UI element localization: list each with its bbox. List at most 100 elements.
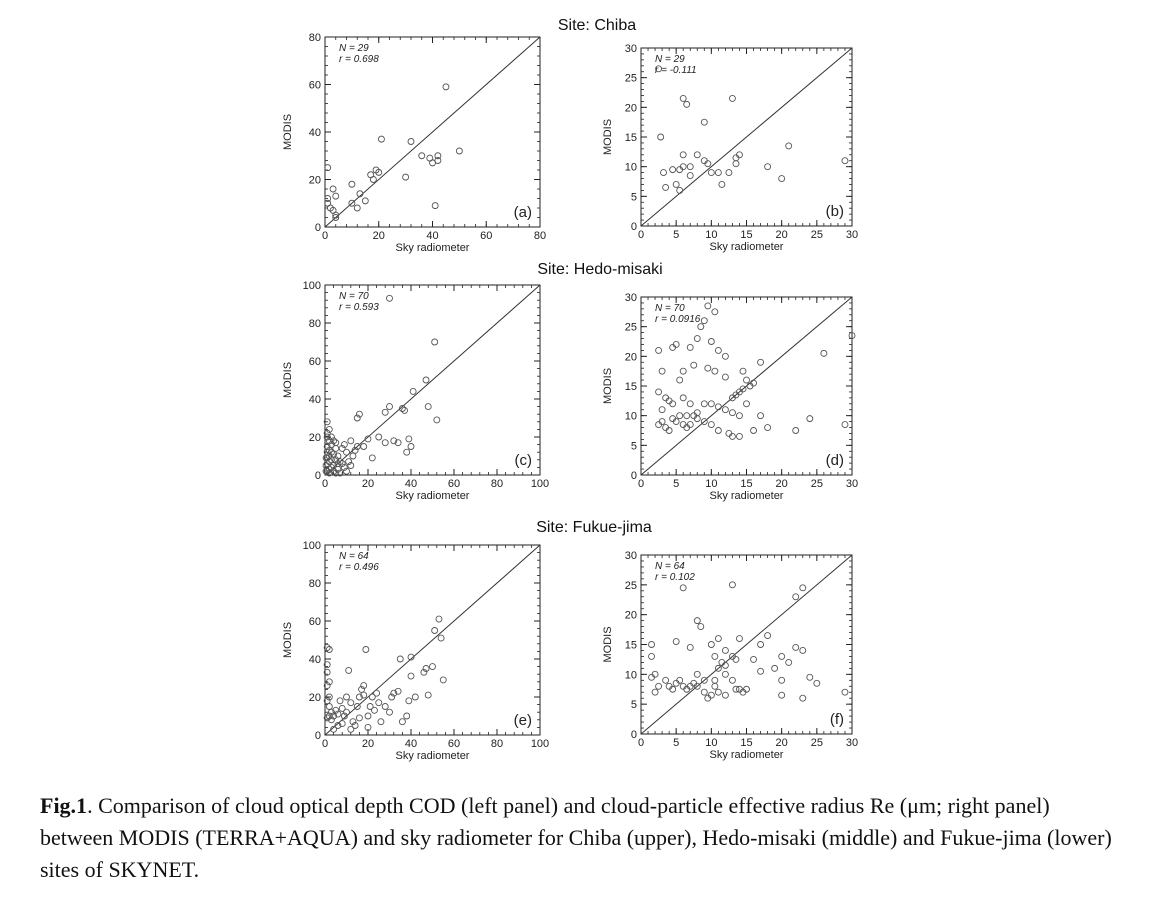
y-tick-label: 30	[625, 43, 637, 55]
data-point	[693, 670, 701, 678]
data-point	[433, 416, 441, 424]
data-point	[669, 166, 677, 174]
data-point	[360, 682, 368, 690]
x-tick-label: 20	[362, 738, 374, 750]
y-tick-label: 80	[309, 578, 321, 590]
data-point	[736, 412, 743, 420]
y-tick-label: 30	[625, 292, 637, 304]
data-point	[679, 94, 687, 102]
y-tick-label: 0	[315, 730, 321, 742]
data-point	[422, 665, 430, 672]
data-point	[683, 412, 691, 420]
data-point	[351, 722, 359, 729]
data-point	[360, 691, 368, 699]
data-point	[338, 444, 346, 452]
data-point	[679, 367, 687, 375]
data-point	[714, 664, 722, 672]
x-tick-label: 30	[846, 737, 858, 749]
data-point	[707, 338, 715, 345]
data-point	[732, 655, 740, 663]
x-tick-label: 0	[322, 230, 328, 242]
y-tick-label: 0	[631, 221, 637, 233]
data-point	[431, 338, 439, 346]
data-point	[431, 627, 439, 634]
x-tick-label: 0	[638, 478, 644, 490]
data-point	[403, 448, 411, 456]
data-point	[409, 387, 417, 395]
x-tick-label: 15	[740, 737, 752, 749]
stat-r: r = 0.102	[655, 572, 695, 583]
data-point	[728, 394, 736, 402]
x-tick-label: 60	[480, 230, 492, 242]
data-point	[736, 151, 743, 159]
y-axis-label: MODIS	[602, 368, 614, 404]
data-point	[328, 708, 335, 716]
data-point	[375, 168, 383, 176]
data-point	[355, 714, 363, 722]
x-tick-label: 0	[322, 738, 328, 750]
data-point	[679, 682, 687, 690]
data-point	[700, 317, 708, 325]
x-tick-label: 5	[673, 737, 679, 749]
data-point	[655, 388, 663, 396]
data-point	[338, 720, 346, 728]
data-point	[655, 346, 663, 354]
data-point	[799, 694, 807, 702]
data-point	[676, 412, 684, 420]
data-point	[764, 424, 772, 431]
data-point	[366, 703, 374, 710]
data-point	[714, 169, 722, 177]
x-tick-label: 10	[705, 478, 717, 490]
x-tick-label: 80	[491, 738, 503, 750]
y-tick-label: 20	[625, 102, 637, 114]
panel-label: (c)	[515, 452, 533, 469]
data-point	[721, 406, 729, 414]
data-point	[732, 685, 740, 693]
panel-label: (b)	[826, 203, 844, 220]
data-point	[431, 202, 439, 210]
data-point	[711, 367, 719, 375]
data-point	[669, 400, 677, 408]
data-point	[360, 443, 368, 450]
data-point	[390, 689, 398, 697]
data-point	[356, 190, 364, 198]
x-tick-label: 5	[673, 229, 679, 241]
data-point	[679, 163, 687, 171]
data-point	[394, 439, 402, 447]
data-point	[398, 405, 406, 412]
data-point	[348, 180, 356, 188]
data-point	[332, 469, 340, 477]
data-point	[429, 663, 436, 671]
data-point	[411, 693, 419, 701]
data-point	[328, 716, 335, 724]
data-point	[704, 302, 712, 310]
data-point	[325, 693, 333, 701]
y-axis-label: MODIS	[602, 119, 614, 155]
x-axis-label: Sky radiometer	[710, 490, 784, 502]
data-point	[686, 172, 694, 180]
data-point	[396, 655, 404, 663]
data-point	[388, 693, 396, 701]
data-point	[349, 452, 357, 460]
data-point	[711, 652, 719, 660]
data-point	[746, 382, 754, 390]
stat-r: r = -0.111	[655, 65, 697, 76]
data-point	[381, 439, 389, 447]
data-point	[721, 352, 729, 360]
data-point	[358, 685, 365, 693]
data-point	[658, 406, 666, 414]
one-to-one-line	[640, 296, 853, 476]
data-point	[657, 133, 665, 141]
data-point	[347, 462, 355, 469]
y-axis-label: MODIS	[282, 114, 294, 150]
y-tick-label: 10	[625, 411, 637, 423]
plot-frame	[324, 544, 541, 736]
y-tick-label: 20	[625, 351, 637, 363]
data-point	[792, 644, 800, 651]
data-point	[347, 699, 355, 707]
panel-label: (a)	[514, 204, 532, 221]
one-to-one-line	[324, 544, 541, 736]
y-tick-label: 30	[625, 550, 637, 562]
data-point	[757, 412, 765, 420]
data-point	[348, 199, 356, 207]
